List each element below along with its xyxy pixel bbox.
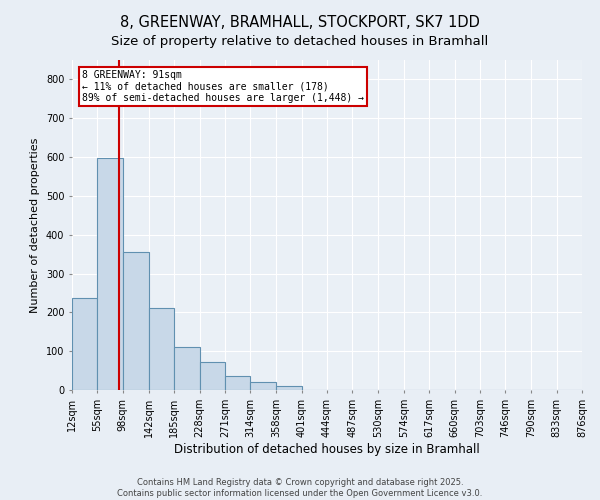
Bar: [97, 158, 123, 390]
Text: 8 GREENWAY: 91sqm
← 11% of detached houses are smaller (178)
89% of semi-detache: 8 GREENWAY: 91sqm ← 11% of detached hous…: [82, 70, 364, 103]
Bar: [225, 376, 250, 390]
Text: Size of property relative to detached houses in Bramhall: Size of property relative to detached ho…: [112, 35, 488, 48]
Text: Contains HM Land Registry data © Crown copyright and database right 2025.
Contai: Contains HM Land Registry data © Crown c…: [118, 478, 482, 498]
Bar: [199, 362, 225, 390]
Bar: [123, 252, 149, 390]
Bar: [72, 298, 97, 390]
Bar: [149, 308, 174, 390]
Bar: [250, 382, 276, 390]
X-axis label: Distribution of detached houses by size in Bramhall: Distribution of detached houses by size …: [174, 442, 480, 456]
Bar: [174, 348, 199, 390]
Y-axis label: Number of detached properties: Number of detached properties: [31, 138, 40, 312]
Bar: [276, 386, 302, 390]
Text: 8, GREENWAY, BRAMHALL, STOCKPORT, SK7 1DD: 8, GREENWAY, BRAMHALL, STOCKPORT, SK7 1D…: [120, 15, 480, 30]
